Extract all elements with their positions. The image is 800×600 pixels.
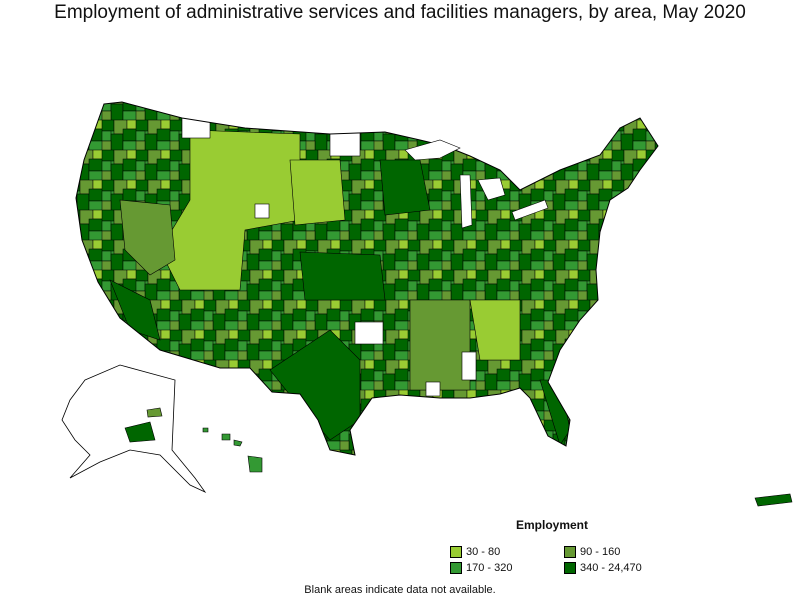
legend-label-1: 30 - 80 [466, 546, 501, 558]
legend-swatch-1 [450, 546, 462, 558]
legend-swatch-4 [564, 562, 576, 574]
alaska [61, 364, 207, 494]
blank-areas-note: Blank areas indicate data not available. [304, 584, 496, 596]
legend-swatch-2 [564, 546, 576, 558]
legend-title: Employment [516, 518, 589, 532]
puerto-rico [754, 493, 793, 507]
legend-item-4: 340 - 24,470 [564, 562, 642, 574]
hawaii [202, 427, 263, 473]
legend-item-2: 90 - 160 [564, 546, 620, 558]
legend-label-3: 170 - 320 [466, 562, 513, 574]
legend-item-3: 170 - 320 [450, 562, 512, 574]
us-outline [75, 101, 659, 456]
legend-swatch-3 [450, 562, 462, 574]
legend-label-4: 340 - 24,470 [580, 562, 642, 574]
map-title: Employment of administrative services an… [54, 2, 746, 23]
legend-item-1: 30 - 80 [450, 546, 500, 558]
legend-label-2: 90 - 160 [580, 546, 621, 558]
great-lakes [404, 139, 549, 229]
